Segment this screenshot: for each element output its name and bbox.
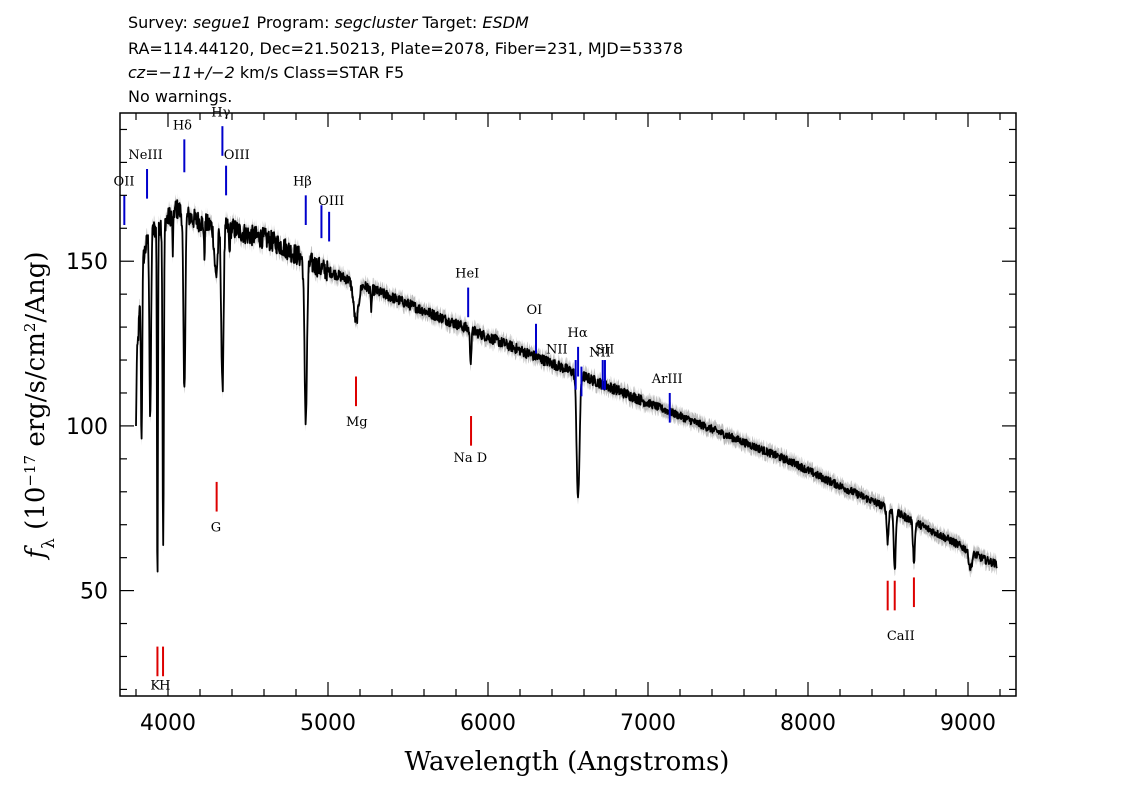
emission-line-label: Hδ: [173, 118, 192, 133]
header-line-survey: Survey: segue1 Program: segcluster Targe…: [128, 13, 529, 32]
emission-line-label: OIII: [224, 148, 250, 163]
error-band: [136, 192, 997, 579]
emission-line-label: SII: [595, 342, 614, 357]
axis-ticks: 4000 5000 6000 7000 8000 9000 50 100 150: [66, 113, 1016, 736]
x-tick-label: 8000: [780, 711, 836, 736]
emission-line-label: NeIII: [128, 148, 162, 163]
absorption-line-label: Mg: [346, 415, 368, 430]
absorption-line-label: Na D: [454, 451, 488, 466]
header-line-warnings: No warnings.: [128, 87, 232, 106]
x-tick-label: 7000: [620, 711, 676, 736]
emission-line-label: Hα: [568, 326, 588, 341]
x-tick-label: 9000: [940, 711, 996, 736]
x-axis-title: Wavelength (Angstroms): [405, 747, 730, 777]
y-tick-label: 150: [66, 250, 108, 275]
emission-line-label: HeI: [455, 267, 479, 282]
absorption-line-label: H: [159, 678, 170, 693]
x-tick-label: 4000: [140, 711, 196, 736]
absorption-line-label: K: [150, 678, 160, 693]
emission-line-label: NII: [546, 342, 568, 357]
y-tick-label: 50: [80, 580, 108, 605]
spectrum-line: [135, 199, 998, 573]
header-line-redshift-class: cz=−11+/−2 km/s Class=STAR F5: [128, 63, 404, 82]
x-tick-label: 5000: [300, 711, 356, 736]
plot-area: OIINeIIIHδHγOIIIHβOIIIHeIOINIIHαNIISIIAr…: [114, 105, 998, 693]
header-line-coordinates: RA=114.44120, Dec=21.50213, Plate=2078, …: [128, 39, 683, 58]
emission-line-label: ArIII: [651, 372, 683, 387]
chart-header: Survey: segue1 Program: segcluster Targe…: [128, 13, 683, 106]
x-tick-label: 6000: [460, 711, 516, 736]
emission-line-label: NII: [589, 346, 611, 361]
absorption-line-label: CaII: [887, 629, 915, 644]
emission-line-label: OII: [114, 174, 135, 189]
y-tick-label: 100: [66, 415, 108, 440]
plot-frame: [119, 112, 1017, 697]
emission-line-label: OIII: [318, 194, 344, 209]
emission-line-label: OI: [527, 303, 543, 318]
emission-line-label: Hβ: [293, 174, 312, 189]
y-axis-title: fλ (10−17 erg/s/cm2/Ang): [21, 252, 59, 561]
absorption-line-label: G: [211, 520, 221, 535]
